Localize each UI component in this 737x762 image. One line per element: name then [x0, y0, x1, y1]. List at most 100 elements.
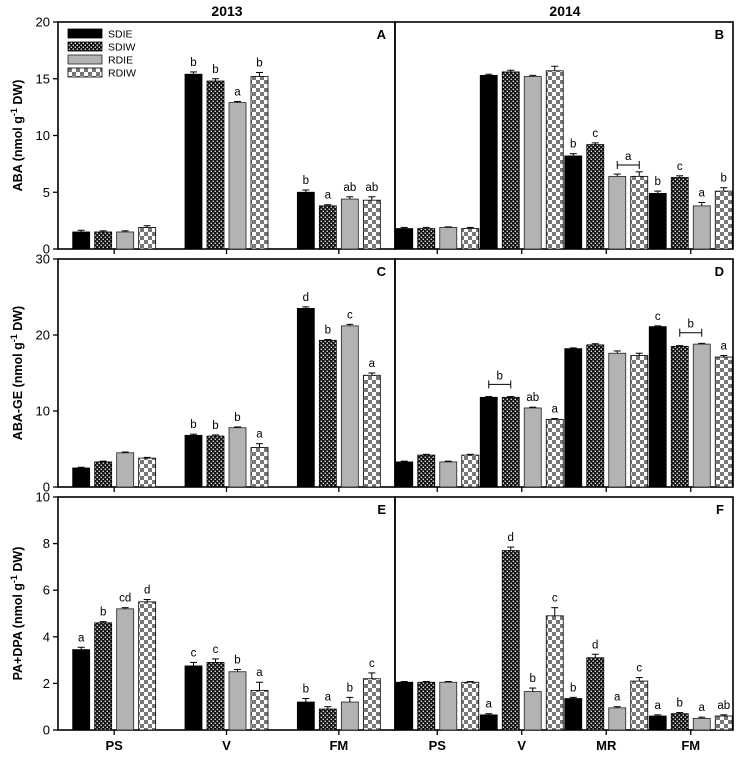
significance-label: c: [655, 311, 661, 323]
bar-rdie-mr: [608, 175, 627, 250]
significance-label: c: [677, 161, 683, 173]
bar-rdie-fm: [340, 198, 359, 250]
bar-rdiw-fm: [714, 356, 733, 488]
bracket-label: b: [688, 319, 694, 331]
bar-sdie-fm: [296, 191, 315, 250]
significance-label: ab: [526, 392, 539, 404]
significance-label: ab: [717, 700, 730, 712]
bar-sdiw-v: [501, 550, 520, 731]
category-label-fm: FM: [681, 738, 700, 753]
panel-letter: F: [716, 502, 724, 517]
legend-label-rdie: RDIE: [108, 55, 133, 67]
significance-label: b: [303, 175, 309, 187]
category-label-fm: FM: [329, 738, 348, 753]
bar-sdiw-ps: [417, 681, 436, 731]
bar-rdiw-v: [250, 76, 269, 250]
significance-label: a: [325, 190, 332, 202]
bar-rdie-ps: [439, 227, 458, 250]
significance-label: c: [213, 644, 219, 656]
bar-rdiw-ps: [138, 601, 157, 731]
significance-label: b: [100, 607, 106, 619]
bar-rdiw-mr: [630, 680, 649, 731]
bar-sdie-v: [479, 396, 498, 488]
bar-rdie-mr: [608, 707, 627, 731]
bar-sdie-ps: [72, 467, 91, 488]
bar-sdie-v: [184, 73, 203, 250]
legend-label-sdie: SDIE: [108, 29, 133, 41]
bar-rdie-fm: [340, 325, 359, 488]
significance-label: d: [508, 532, 514, 544]
significance-label: c: [191, 647, 197, 659]
significance-label: a: [552, 404, 559, 416]
bar-rdie-fm: [692, 205, 711, 250]
significance-label: a: [78, 632, 85, 644]
category-label-ps: PS: [105, 738, 123, 753]
bar-sdiw-mr: [586, 344, 605, 488]
bar-rdie-ps: [439, 461, 458, 488]
bar-sdie-ps: [72, 649, 91, 731]
significance-label: b: [347, 682, 353, 694]
bar-rdie-ps: [116, 608, 135, 731]
panel-b: Bb c b c a b a: [394, 21, 734, 254]
significance-label: b: [212, 64, 218, 76]
y-axis-label: ABA (nmol g-1 DW): [9, 80, 25, 192]
bar-rdiw-fm: [362, 199, 381, 250]
bracket-label: b: [497, 370, 503, 382]
panel-letter: B: [715, 27, 724, 42]
bar-sdiw-v: [206, 662, 225, 731]
significance-label: a: [699, 187, 706, 199]
significance-label: b: [234, 412, 240, 424]
bar-rdiw-fm: [362, 374, 381, 488]
panel-frame: [394, 21, 734, 250]
y-tick-label: 10: [36, 490, 50, 505]
bar-rdie-v: [228, 671, 247, 731]
bar-sdiw-fm: [318, 205, 337, 250]
bar-rdie-ps: [439, 681, 458, 731]
y-tick-label: 20: [36, 15, 50, 30]
bar-rdiw-v: [545, 70, 564, 250]
legend-swatch-rdie: [67, 54, 103, 65]
category-label-mr: MR: [596, 738, 617, 753]
y-tick-label: 6: [43, 583, 50, 598]
bar-sdie-fm: [648, 715, 667, 731]
legend-label-rdiw: RDIW: [108, 68, 136, 80]
column-title-2014: 2014: [549, 3, 580, 19]
y-tick-label: 2: [43, 676, 50, 691]
significance-label: ab: [343, 182, 356, 194]
bar-sdiw-fm: [670, 177, 689, 250]
significance-label: b: [570, 139, 576, 151]
significance-label: c: [636, 663, 642, 675]
y-tick-label: 10: [36, 128, 50, 143]
bar-sdie-mr: [564, 348, 583, 488]
bar-rdiw-fm: [714, 715, 733, 731]
bar-rdiw-v: [250, 447, 269, 488]
bar-rdiw-ps: [138, 227, 157, 250]
significance-label: c: [347, 309, 353, 321]
bar-sdiw-ps: [94, 461, 113, 488]
significance-label: b: [721, 173, 727, 185]
significance-label: b: [303, 684, 309, 696]
legend-swatch-sdiw: [67, 41, 103, 52]
panel-frame: [394, 496, 734, 731]
bar-rdie-fm: [692, 717, 711, 731]
y-tick-label: 4: [43, 629, 50, 644]
panel-letter: A: [377, 27, 387, 42]
bar-rdiw-ps: [461, 454, 480, 488]
significance-label: a: [369, 358, 376, 370]
bar-sdiw-fm: [670, 713, 689, 731]
bar-rdie-v: [523, 407, 542, 488]
y-tick-label: 20: [36, 328, 50, 343]
y-tick-label: 30: [36, 252, 50, 267]
significance-label: c: [369, 658, 375, 670]
bar-sdie-v: [479, 74, 498, 250]
y-tick-label: 0: [43, 723, 50, 738]
bar-rdie-v: [228, 427, 247, 488]
category-label-v: V: [517, 738, 526, 753]
y-tick-label: 0: [43, 242, 50, 257]
significance-label: a: [699, 702, 706, 714]
y-axis-label: PA+DPA (nmol g-1 DW): [9, 547, 25, 681]
